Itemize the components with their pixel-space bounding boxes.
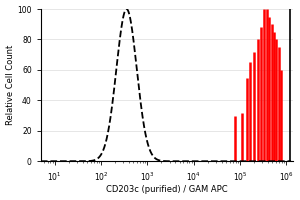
Y-axis label: Relative Cell Count: Relative Cell Count <box>6 45 15 125</box>
X-axis label: CD203c (purified) / GAM APC: CD203c (purified) / GAM APC <box>106 185 228 194</box>
